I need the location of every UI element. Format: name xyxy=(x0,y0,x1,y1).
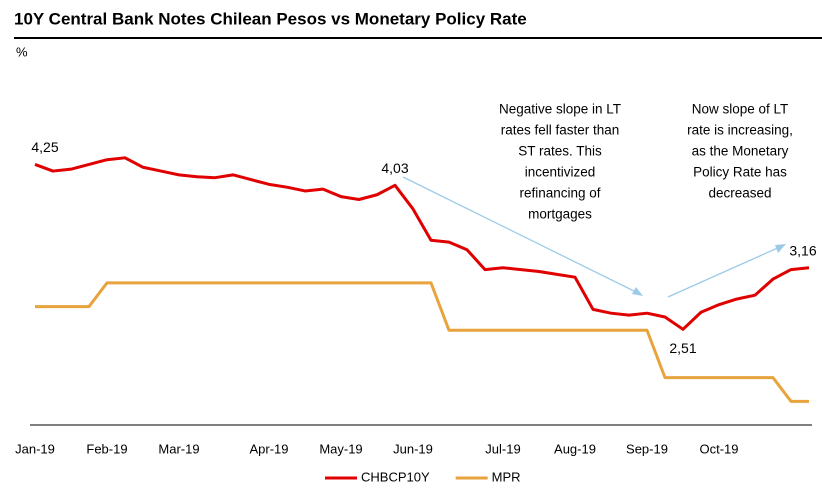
data-label: 3,16 xyxy=(789,242,816,258)
x-tick-label: Mar-19 xyxy=(158,441,199,456)
x-tick-label: Jun-19 xyxy=(393,441,433,456)
annotation-text: decreased xyxy=(708,186,771,201)
legend-label: CHBCP10Y xyxy=(361,469,430,484)
annotation-text: ST rates. This xyxy=(518,144,602,159)
x-tick-label: May-19 xyxy=(319,441,362,456)
annotation-text: Now slope of LT xyxy=(692,102,789,117)
annotation-arrow xyxy=(667,245,783,298)
arrow-head xyxy=(775,244,786,253)
x-tick-label: Sep-19 xyxy=(626,441,668,456)
chart-title: 10Y Central Bank Notes Chilean Pesos vs … xyxy=(14,9,527,28)
annotation-text: rate is increasing, xyxy=(687,123,793,138)
arrow-head xyxy=(632,287,643,296)
annotation-text: incentivized xyxy=(525,165,596,180)
annotation-text: as the Monetary xyxy=(692,144,789,159)
x-tick-label: Jan-19 xyxy=(15,441,55,456)
annotation-text: Negative slope in LT xyxy=(499,102,621,117)
x-tick-label: Aug-19 xyxy=(554,441,596,456)
y-axis-unit: % xyxy=(16,44,28,59)
annotation-text: Policy Rate has xyxy=(693,165,787,180)
annotation-text: rates fell faster than xyxy=(501,123,620,138)
data-label: 4,25 xyxy=(31,139,58,155)
annotation-text: mortgages xyxy=(528,207,592,222)
series-line xyxy=(34,156,810,331)
annotation-arrow xyxy=(402,176,641,295)
legend-label: MPR xyxy=(492,469,521,484)
x-tick-label: Feb-19 xyxy=(86,441,127,456)
x-tick-label: Apr-19 xyxy=(249,441,288,456)
data-label: 2,51 xyxy=(669,340,696,356)
series-line xyxy=(35,281,809,403)
x-tick-label: Jul-19 xyxy=(485,441,520,456)
x-tick-label: Oct-19 xyxy=(699,441,738,456)
data-label: 4,03 xyxy=(381,160,408,176)
annotation-text: refinancing of xyxy=(519,186,600,201)
